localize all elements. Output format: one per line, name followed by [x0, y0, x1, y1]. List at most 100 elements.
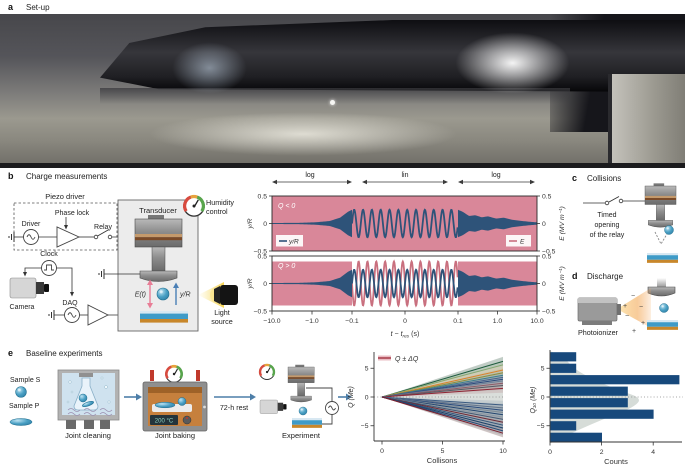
rest-label: 72-h rest	[220, 403, 248, 412]
amplifier-icon	[87, 304, 110, 326]
post-edge	[608, 74, 613, 168]
svg-text:0.5: 0.5	[542, 253, 552, 260]
piezo-driver-label: Piezo driver	[45, 192, 85, 201]
svg-text:Q > 0: Q > 0	[278, 263, 295, 270]
transducer-icon	[287, 364, 315, 403]
feedback-arrowhead	[64, 225, 68, 230]
svg-text:2: 2	[600, 449, 604, 456]
ground-symbol	[48, 310, 55, 320]
driver-label: Driver	[22, 221, 41, 228]
setup-photo	[0, 14, 685, 168]
experiment-gauge-icon	[258, 363, 276, 380]
relay-switch-arm	[608, 196, 620, 203]
svg-text:0: 0	[263, 281, 267, 288]
svg-text:Q < 0: Q < 0	[278, 203, 295, 210]
svg-text:E: E	[520, 239, 525, 246]
caption-opening: opening	[595, 222, 620, 229]
amplifier-icon	[56, 226, 81, 248]
svg-text:+: +	[641, 320, 645, 327]
discharge-diagram: −+ − −++ Photoionizer	[577, 278, 679, 337]
clock-icon	[41, 260, 57, 276]
caption-relay: of the relay	[590, 232, 625, 239]
svg-text:+: +	[632, 328, 636, 335]
svg-text:0.5: 0.5	[258, 193, 268, 200]
joint-baking-icon: 200 °C	[142, 364, 208, 432]
joint-cleaning-label: Joint cleaning	[65, 431, 111, 440]
sample-p-icon	[9, 418, 33, 426]
svg-text:0: 0	[542, 221, 546, 228]
joint-cleaning-icon	[57, 369, 120, 429]
caption-timed: Timed	[597, 212, 616, 219]
svg-text:+: +	[623, 303, 627, 310]
sample-s-icon	[15, 386, 27, 398]
oven-gauge-icon	[165, 364, 183, 383]
substrate-icon	[140, 311, 188, 323]
metal-reflection	[172, 42, 247, 94]
svg-text:Q (Me): Q (Me)	[348, 386, 355, 408]
bubbles	[66, 376, 111, 404]
svg-text:10: 10	[499, 448, 507, 455]
svg-text:5: 5	[541, 366, 545, 373]
svg-text:−5: −5	[361, 423, 369, 430]
svg-text:4: 4	[651, 449, 655, 456]
baseline-experiments-diagram: Sample S Sample P Joint cleaning	[9, 363, 352, 440]
y-over-r-label: y/R	[179, 292, 191, 299]
svg-text:E (MV m⁻¹): E (MV m⁻¹)	[559, 266, 566, 301]
ground-symbol	[98, 269, 105, 279]
clock-label: Clock	[40, 251, 58, 258]
svg-text:log: log	[491, 172, 500, 179]
panel-e-title: Baseline experiments	[26, 349, 103, 358]
svg-text:−0.5: −0.5	[254, 308, 268, 315]
photoionizer-label: Photoionizer	[578, 328, 619, 337]
svg-text:−1.0: −1.0	[305, 318, 319, 325]
axes: 0 5 10 5 0 −5 Collisons Q (Me)	[348, 352, 507, 465]
levitating-droplet	[330, 100, 335, 105]
svg-text:lin: lin	[401, 172, 408, 179]
tank-feet	[66, 420, 110, 429]
sample-p-label: Sample P	[9, 403, 40, 410]
series-lines	[381, 360, 504, 434]
svg-text:−0.1: −0.1	[345, 318, 359, 325]
svg-text:5: 5	[441, 448, 445, 455]
axes: 0 2 4 5 0 −5 Counts Q̄₁₀ (Me)	[530, 350, 682, 466]
light-source-label-2: source	[211, 317, 233, 326]
humidity-label-2: control	[206, 207, 228, 216]
camera-label: Camera	[10, 304, 35, 311]
panel-d-tag: d	[572, 271, 578, 281]
photo-bottom-strip	[0, 163, 685, 168]
svg-text:−: −	[639, 304, 643, 311]
svg-text:−0.5: −0.5	[542, 308, 556, 315]
phase-lock-label: Phase lock	[55, 210, 90, 217]
panel-b-tag: b	[8, 171, 14, 181]
svg-text:y/R: y/R	[288, 239, 299, 246]
svg-text:−0.5: −0.5	[254, 248, 268, 255]
transducer-disc-icon	[647, 278, 676, 297]
svg-text:Counts: Counts	[604, 457, 628, 466]
experiment-icon	[258, 363, 339, 428]
ultrasound-waves	[67, 408, 113, 416]
svg-text:−: −	[631, 293, 635, 300]
humidity-label-1: Humidity	[206, 198, 234, 207]
charge-histogram: 0 2 4 5 0 −5 Counts Q̄₁₀ (Me)	[530, 350, 683, 466]
sample-s-label: Sample S	[10, 377, 41, 384]
relay-contact	[93, 234, 99, 240]
droplet-icon	[156, 287, 170, 301]
svg-text:0: 0	[548, 449, 552, 456]
ground-symbol	[8, 232, 15, 242]
kde-shape	[550, 351, 639, 443]
collision-charge-chart: 0 5 10 5 0 −5 Collisons Q (Me) Q ± ΔQ	[348, 352, 507, 465]
svg-text:−: −	[625, 313, 629, 320]
daq-label: DAQ	[62, 300, 78, 307]
svg-text:−10.0: −10.0	[263, 318, 280, 325]
relay-contact	[604, 200, 610, 206]
histogram-bars	[550, 352, 680, 442]
substrate-icon	[647, 320, 679, 330]
ionizer-cone	[617, 288, 651, 328]
droplet-icon	[298, 406, 308, 416]
panel-d-title: Discharge	[587, 272, 624, 281]
droplet-icon	[659, 303, 669, 313]
oven-temp-display: 200 °C	[155, 419, 174, 425]
osc-panel-1: Q > 0 0.5 0.5 0 0 −0.5 −0.5 y/R E (MV m⁻¹)	[247, 253, 566, 315]
relay-contact	[618, 198, 624, 204]
transducer-icon	[134, 215, 183, 282]
